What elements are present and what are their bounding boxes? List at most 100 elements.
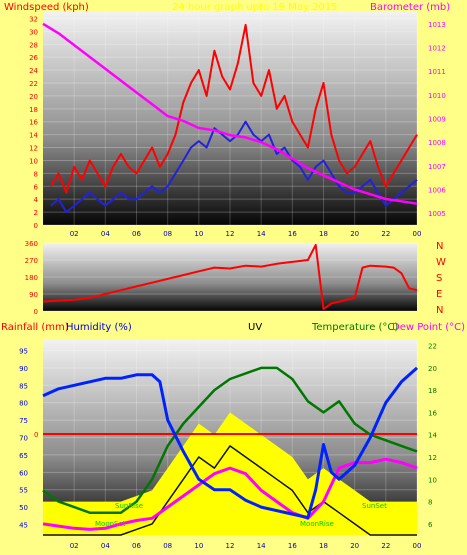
temp-tick-20: 20: [428, 365, 437, 373]
uv-line: [43, 445, 417, 536]
chart-marks: [42, 22, 418, 536]
wind-tick-20: 20: [29, 93, 38, 101]
temp-xtick-08: 08: [163, 542, 172, 550]
wind-tick-24: 24: [29, 67, 38, 75]
dir-letter-n-bottom: N: [436, 305, 443, 316]
baro-tick-1013: 1013: [428, 21, 446, 29]
humidity-line: [42, 366, 418, 520]
wind-tick-28: 28: [29, 41, 38, 49]
wind-gust-line: [49, 23, 418, 194]
temp-tick-18: 18: [428, 387, 437, 395]
wind-tick-22: 22: [29, 80, 38, 88]
wind-xtick-16: 16: [288, 230, 297, 238]
wind-xtick-20: 20: [350, 230, 359, 238]
chart-title: 24 hour graph upto 19 May 2015: [172, 2, 338, 13]
baro-axis-label: Barometer (mb): [370, 2, 450, 13]
direction-panel-bg: [43, 243, 417, 311]
uv-label: UV: [248, 322, 262, 333]
wind-xtick-02: 02: [70, 230, 79, 238]
dir-letter-s: S: [436, 273, 442, 284]
hum-tick-90: 90: [19, 365, 28, 373]
temperature-label: Temperature (°C): [311, 322, 398, 333]
baro-tick-1010: 1010: [428, 92, 446, 100]
sunset-label: SunSet: [362, 502, 387, 510]
temp-xtick-06: 06: [132, 542, 141, 550]
wind-tick-0: 0: [34, 222, 38, 230]
baro-tick-1012: 1012: [428, 45, 446, 53]
wind-tick-2: 2: [34, 209, 38, 217]
temp-xtick-20: 20: [350, 542, 359, 550]
temp-xtick-12: 12: [226, 542, 235, 550]
wind-xtick-18: 18: [319, 230, 328, 238]
dir-letter-e: E: [436, 289, 442, 300]
tick-labels: 0246810121416182022242628303210051006100…: [19, 15, 446, 550]
baro-tick-1007: 1007: [428, 163, 446, 171]
hum-tick-45: 45: [19, 522, 28, 530]
hum-tick-55: 55: [19, 487, 28, 495]
wind-axis-label: Windspeed (kph): [4, 2, 89, 13]
temp-tick-14: 14: [428, 432, 437, 440]
dir-tick-270: 270: [25, 257, 38, 265]
temp-tick-12: 12: [428, 454, 437, 462]
hum-tick-60: 60: [19, 469, 28, 477]
temp-tick-8: 8: [428, 499, 432, 507]
hum-tick-70: 70: [19, 435, 28, 443]
wind-tick-16: 16: [29, 119, 38, 127]
temperature-line: [42, 366, 418, 514]
wind-xtick-08: 08: [163, 230, 172, 238]
baro-tick-1006: 1006: [428, 187, 446, 195]
baro-tick-1005: 1005: [428, 210, 446, 218]
humidity-label: Humidity (%): [66, 322, 132, 333]
dir-letter-w: W: [436, 257, 446, 268]
wind-xtick-12: 12: [226, 230, 235, 238]
temp-xtick-04: 04: [101, 542, 110, 550]
wind-direction-line: [42, 243, 418, 311]
wind-tick-30: 30: [29, 28, 38, 36]
wind-tick-26: 26: [29, 54, 38, 62]
temp-xtick-10: 10: [194, 542, 203, 550]
wind-xtick-14: 14: [257, 230, 266, 238]
dir-tick-90: 90: [29, 291, 38, 299]
wind-tick-4: 4: [34, 196, 39, 204]
grid-lines: [43, 12, 418, 535]
baro-tick-1008: 1008: [428, 139, 446, 147]
wind-xtick-00: 00: [413, 230, 422, 238]
temp-tick-6: 6: [428, 521, 433, 529]
temp-xtick-00: 00: [413, 542, 422, 550]
dir-letter-n-top: N: [436, 241, 443, 252]
wind-xtick-22: 22: [381, 230, 390, 238]
dewpoint-label: Dew Point (°C): [392, 322, 465, 333]
wind-tick-32: 32: [29, 15, 38, 23]
baro-tick-1011: 1011: [428, 68, 446, 76]
dir-tick-180: 180: [25, 274, 38, 282]
dir-tick-0: 0: [34, 308, 38, 316]
solar-area: [43, 412, 417, 535]
rainfall-label: Rainfall (mm): [1, 322, 69, 333]
moonrise-label: MoonRise: [300, 520, 334, 528]
wind-tick-18: 18: [29, 106, 38, 114]
temp-xtick-14: 14: [257, 542, 266, 550]
wind-tick-12: 12: [29, 145, 38, 153]
wind-xtick-10: 10: [194, 230, 203, 238]
hum-tick-65: 65: [19, 452, 28, 460]
hum-tick-85: 85: [19, 382, 28, 390]
barometer-line: [42, 22, 418, 205]
moonset-label: MoonSet: [95, 520, 126, 528]
temp-xtick-22: 22: [381, 542, 390, 550]
sunrise-label: SunRise: [115, 502, 143, 510]
wind-tick-8: 8: [34, 170, 38, 178]
temp-xtick-02: 02: [70, 542, 79, 550]
temp-xtick-16: 16: [288, 542, 297, 550]
wind-avg-line: [50, 120, 418, 214]
zero-line-label: 0: [34, 431, 38, 439]
wind-xtick-04: 04: [101, 230, 110, 238]
hum-tick-50: 50: [19, 504, 28, 512]
temp-tick-10: 10: [428, 476, 437, 484]
wind-tick-14: 14: [29, 132, 38, 140]
temp-tick-22: 22: [428, 343, 437, 351]
wind-tick-6: 6: [34, 183, 39, 191]
hum-tick-75: 75: [19, 417, 28, 425]
temp-tick-16: 16: [428, 409, 437, 417]
dir-tick-360: 360: [25, 240, 38, 248]
